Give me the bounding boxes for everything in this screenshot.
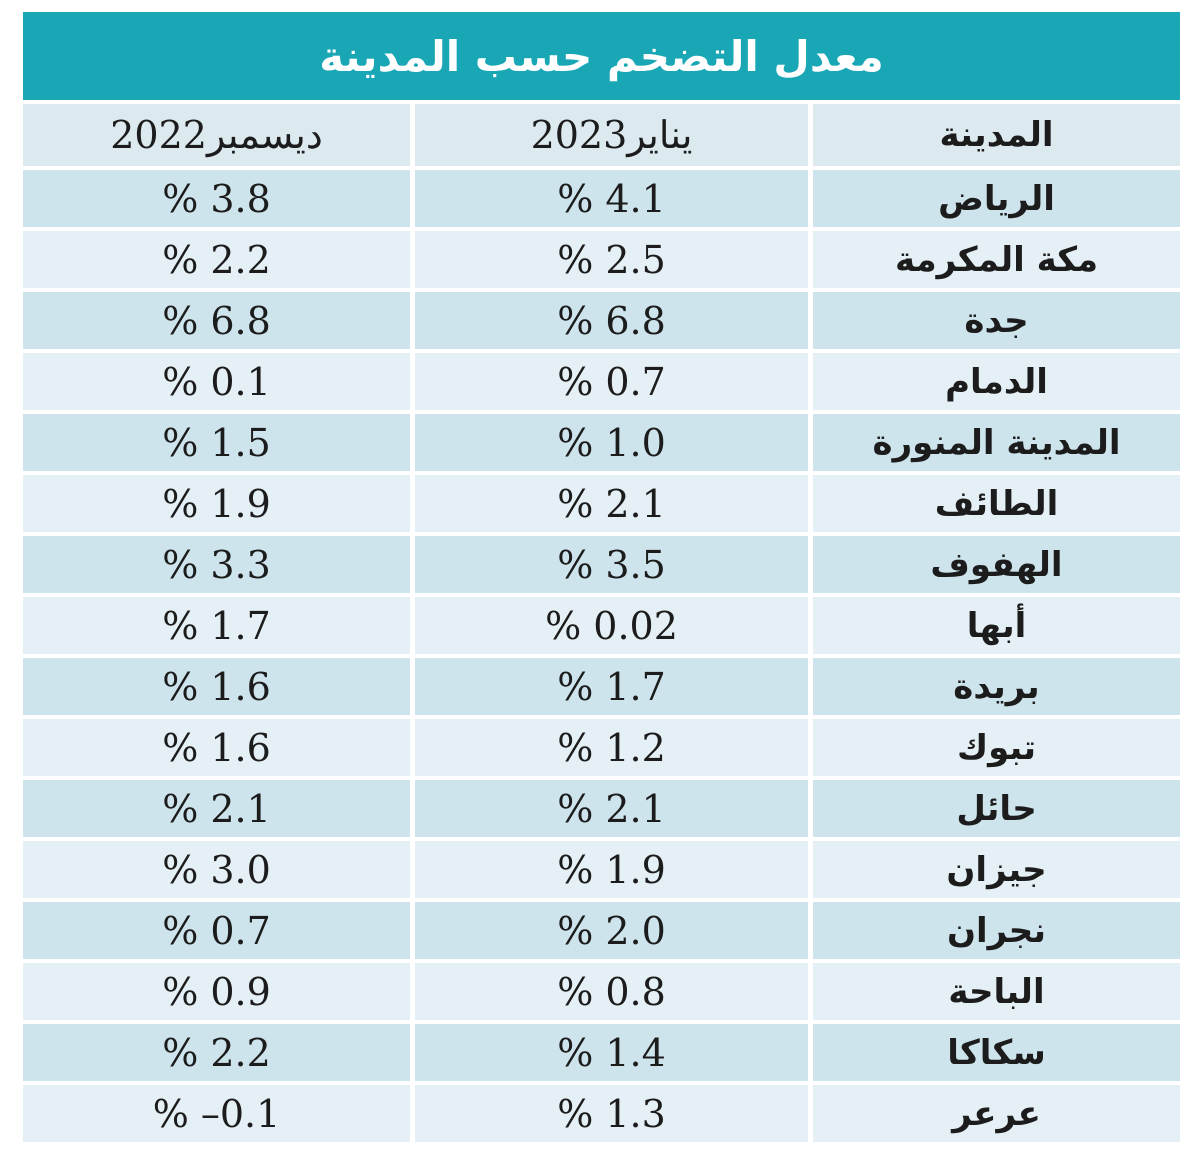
jan2023-value: % 6.8	[415, 292, 808, 349]
jan2023-value: % 1.2	[415, 719, 808, 776]
city-name: الدمام	[813, 353, 1180, 410]
jan2023-value: % 2.1	[415, 475, 808, 532]
jan2023-value: % 4.1	[415, 170, 808, 227]
jan2023-value: % 2.1	[415, 780, 808, 837]
table-row: % 3.8 % 4.1 الرياض	[23, 170, 1180, 227]
dec2022-value: % 0.1	[23, 353, 410, 410]
jan2023-value: % 3.5	[415, 536, 808, 593]
city-name: بريدة	[813, 658, 1180, 715]
table-row: % 1.9 % 2.1 الطائف	[23, 475, 1180, 532]
jan2023-value: % 1.0	[415, 414, 808, 471]
dec2022-value: % 2.2	[23, 1024, 410, 1081]
table-title: معدل التضخم حسب المدينة	[23, 12, 1180, 100]
jan2023-value: % 1.9	[415, 841, 808, 898]
city-name: جيزان	[813, 841, 1180, 898]
column-header-dec2022: ديسمبر2022	[23, 104, 410, 166]
dec2022-value: % 3.0	[23, 841, 410, 898]
table-row: % 3.0 % 1.9 جيزان	[23, 841, 1180, 898]
city-name: عرعر	[813, 1085, 1180, 1142]
table-row: % 1.6 % 1.7 بريدة	[23, 658, 1180, 715]
city-name: تبوك	[813, 719, 1180, 776]
table-row: % 1.7 % 0.02 أبها	[23, 597, 1180, 654]
column-header-city: المدينة	[813, 104, 1180, 166]
inflation-table: معدل التضخم حسب المدينة ديسمبر2022 يناير…	[23, 12, 1180, 1142]
table-row: % 2.1 % 2.1 حائل	[23, 780, 1180, 837]
city-name: الباحة	[813, 963, 1180, 1020]
city-name: حائل	[813, 780, 1180, 837]
table-row: % –0.1 % 1.3 عرعر	[23, 1085, 1180, 1142]
city-name: الهفوف	[813, 536, 1180, 593]
jan2023-value: % 1.4	[415, 1024, 808, 1081]
table-row: % 0.1 % 0.7 الدمام	[23, 353, 1180, 410]
dec2022-value: % 0.7	[23, 902, 410, 959]
table-row: % 2.2 % 1.4 سكاكا	[23, 1024, 1180, 1081]
city-name: الرياض	[813, 170, 1180, 227]
table-row: % 1.6 % 1.2 تبوك	[23, 719, 1180, 776]
dec2022-value: % 2.2	[23, 231, 410, 288]
dec2022-value: % 1.6	[23, 658, 410, 715]
table-row: % 2.2 % 2.5 مكة المكرمة	[23, 231, 1180, 288]
table-row: % 0.7 % 2.0 نجران	[23, 902, 1180, 959]
dec2022-value: % 6.8	[23, 292, 410, 349]
jan2023-value: % 2.5	[415, 231, 808, 288]
table-row: % 6.8 % 6.8 جدة	[23, 292, 1180, 349]
city-name: سكاكا	[813, 1024, 1180, 1081]
dec2022-value: % 0.9	[23, 963, 410, 1020]
jan2023-value: % 0.02	[415, 597, 808, 654]
city-name: أبها	[813, 597, 1180, 654]
jan2023-value: % 1.7	[415, 658, 808, 715]
dec2022-value: % 1.7	[23, 597, 410, 654]
city-name: الطائف	[813, 475, 1180, 532]
city-name: نجران	[813, 902, 1180, 959]
jan2023-value: % 0.8	[415, 963, 808, 1020]
dec2022-value: % –0.1	[23, 1085, 410, 1142]
table-body: ديسمبر2022 يناير2023 المدينة % 3.8 % 4.1…	[23, 104, 1180, 1142]
dec2022-value: % 1.9	[23, 475, 410, 532]
dec2022-value: % 3.8	[23, 170, 410, 227]
dec2022-value: % 1.5	[23, 414, 410, 471]
dec2022-value: % 3.3	[23, 536, 410, 593]
jan2023-value: % 0.7	[415, 353, 808, 410]
table-row: % 3.3 % 3.5 الهفوف	[23, 536, 1180, 593]
dec2022-value: % 2.1	[23, 780, 410, 837]
city-name: المدينة المنورة	[813, 414, 1180, 471]
table-header-row: ديسمبر2022 يناير2023 المدينة	[23, 104, 1180, 166]
table-row: % 0.9 % 0.8 الباحة	[23, 963, 1180, 1020]
jan2023-value: % 1.3	[415, 1085, 808, 1142]
city-name: مكة المكرمة	[813, 231, 1180, 288]
table-row: % 1.5 % 1.0 المدينة المنورة	[23, 414, 1180, 471]
dec2022-value: % 1.6	[23, 719, 410, 776]
city-name: جدة	[813, 292, 1180, 349]
column-header-jan2023: يناير2023	[415, 104, 808, 166]
jan2023-value: % 2.0	[415, 902, 808, 959]
